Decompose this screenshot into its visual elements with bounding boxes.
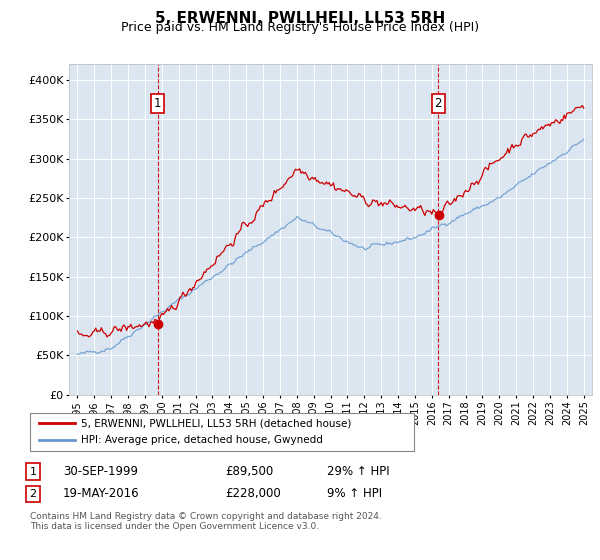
Text: This data is licensed under the Open Government Licence v3.0.: This data is licensed under the Open Gov… [30,522,319,531]
Text: 1: 1 [29,466,37,477]
Text: HPI: Average price, detached house, Gwynedd: HPI: Average price, detached house, Gwyn… [81,435,323,445]
Text: 5, ERWENNI, PWLLHELI, LL53 5RH: 5, ERWENNI, PWLLHELI, LL53 5RH [155,11,445,26]
Text: 1: 1 [154,97,161,110]
Text: Contains HM Land Registry data © Crown copyright and database right 2024.: Contains HM Land Registry data © Crown c… [30,512,382,521]
Text: 2: 2 [29,489,37,499]
Text: £89,500: £89,500 [225,465,273,478]
Text: 9% ↑ HPI: 9% ↑ HPI [327,487,382,501]
Text: 30-SEP-1999: 30-SEP-1999 [63,465,138,478]
Text: 2: 2 [434,97,442,110]
Text: 5, ERWENNI, PWLLHELI, LL53 5RH (detached house): 5, ERWENNI, PWLLHELI, LL53 5RH (detached… [81,418,352,428]
Text: Price paid vs. HM Land Registry's House Price Index (HPI): Price paid vs. HM Land Registry's House … [121,21,479,34]
Text: 19-MAY-2016: 19-MAY-2016 [63,487,140,501]
Text: 29% ↑ HPI: 29% ↑ HPI [327,465,389,478]
Text: £228,000: £228,000 [225,487,281,501]
